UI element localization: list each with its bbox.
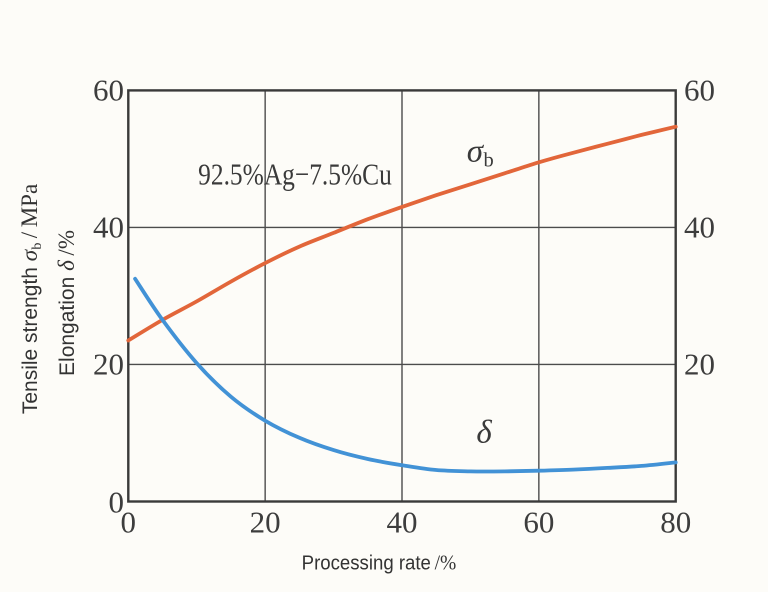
y-tick-left-40: 40	[93, 209, 124, 245]
y-tick-right-40: 40	[684, 209, 715, 245]
y-axis-title-2-unit: /%	[54, 230, 79, 261]
x-tick-20: 20	[249, 504, 281, 540]
x-axis-title-unit: /%	[434, 550, 457, 575]
series-label-sigma-b: σb	[466, 133, 494, 172]
curve-tensile-strength	[126, 124, 678, 343]
sigma-subscript: b	[483, 149, 494, 172]
y-tick-right-20: 20	[684, 346, 715, 382]
x-tick-0: 0	[120, 504, 137, 540]
sigma-axis-symbol: σ	[17, 249, 42, 262]
y-tick-left-0: 0	[108, 484, 125, 519]
y-axis-title-2-text: Elongation	[56, 270, 79, 376]
x-tick-60: 60	[523, 504, 555, 540]
y-tick-right-60: 60	[684, 72, 715, 108]
x-axis-title-text: Processing rate	[301, 552, 435, 575]
sigma-symbol: σ	[466, 133, 484, 170]
y-axis-title-tensile-strength: Tensile strength σb / MPa	[17, 183, 45, 415]
y-tick-left-60: 60	[93, 72, 124, 108]
delta-axis-symbol: δ	[54, 260, 79, 271]
plot-border	[127, 89, 677, 503]
x-tick-40: 40	[386, 504, 418, 540]
y-axis-title-elongation: Elongation δ /%	[54, 230, 80, 376]
sigma-axis-subscript: b	[29, 242, 45, 250]
series-label-delta: δ	[476, 414, 492, 451]
x-tick-80: 80	[660, 504, 692, 540]
alloy-annotation: 92.5%Ag−7.5%Cu	[198, 156, 392, 192]
curve-elongation	[133, 276, 678, 474]
x-axis-title: Processing rate /%	[302, 551, 457, 576]
y-tick-left-20: 20	[93, 346, 124, 382]
y-axis-title-1-text: Tensile strength	[19, 261, 42, 415]
y-axis-title-1-unit: / MPa	[17, 183, 42, 243]
